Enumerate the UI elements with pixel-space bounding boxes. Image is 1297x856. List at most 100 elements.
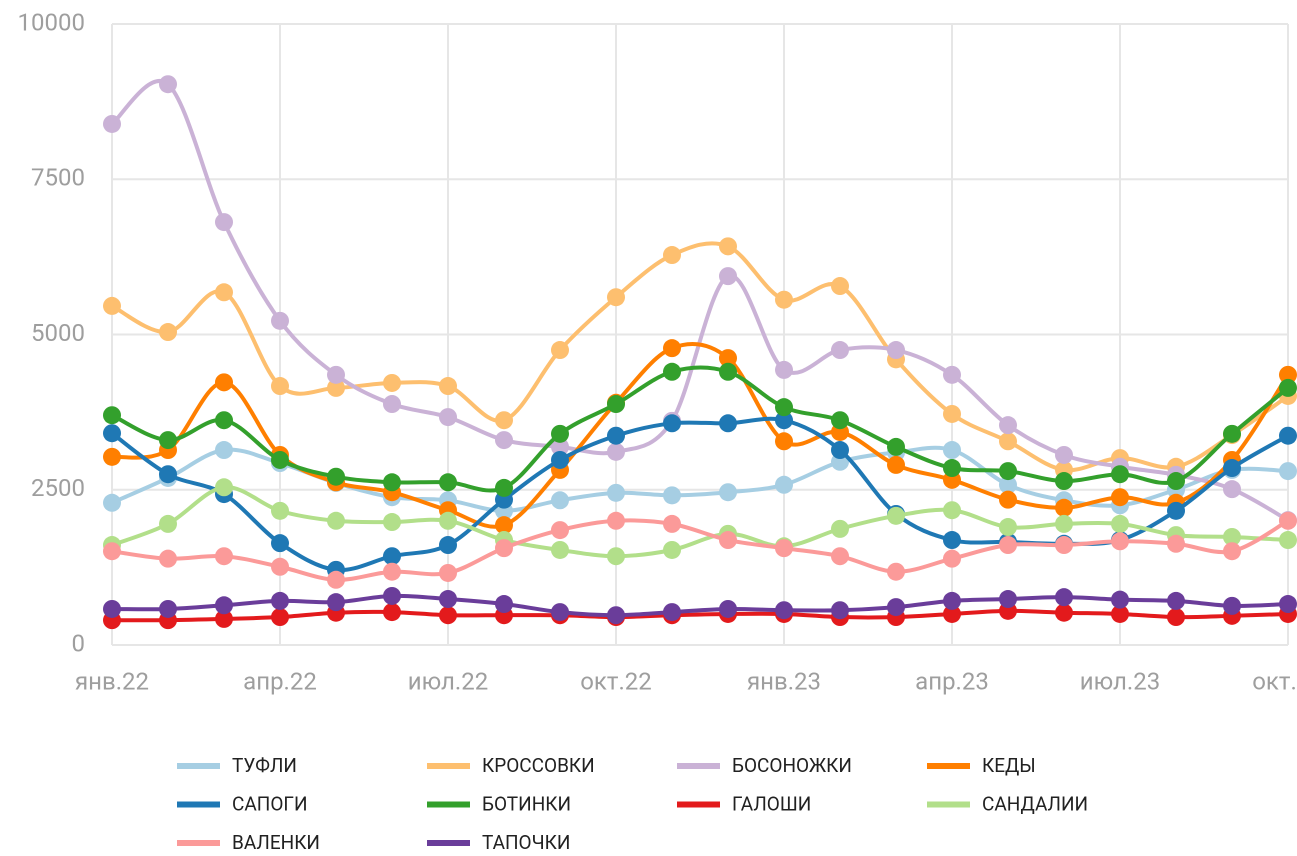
point [1167, 591, 1185, 610]
y-tick-label: 2500 [31, 474, 85, 502]
point [719, 237, 737, 256]
point [551, 424, 569, 443]
point [831, 341, 849, 360]
point [215, 609, 233, 628]
point [887, 506, 905, 525]
point [999, 475, 1017, 494]
point [1111, 514, 1129, 533]
line [111, 485, 1289, 559]
point [775, 411, 793, 430]
point [663, 486, 681, 505]
point [551, 540, 569, 559]
point [887, 562, 905, 581]
point [103, 406, 121, 425]
point [943, 531, 961, 550]
x-tick-label: окт.23 [1252, 667, 1297, 695]
x-tick-label: апр.22 [243, 667, 317, 695]
point [1279, 378, 1297, 397]
series [103, 237, 1297, 479]
point [383, 373, 401, 392]
y-tick-label: 5000 [31, 319, 85, 347]
point [943, 365, 961, 384]
point [495, 411, 513, 430]
point [1111, 465, 1129, 484]
point [103, 424, 121, 443]
point [271, 377, 289, 396]
point [103, 542, 121, 561]
point [1279, 365, 1297, 384]
point [159, 431, 177, 450]
point [1279, 531, 1297, 550]
point [607, 288, 625, 307]
point [831, 547, 849, 566]
point [663, 414, 681, 433]
point [439, 408, 457, 427]
point [1223, 459, 1241, 478]
point [663, 362, 681, 381]
point [943, 549, 961, 568]
point [1279, 511, 1297, 530]
point [327, 378, 345, 397]
x-tick-label: апр.23 [915, 667, 989, 695]
point [999, 490, 1017, 509]
point [999, 416, 1017, 435]
point [271, 311, 289, 330]
point [887, 437, 905, 456]
point [215, 547, 233, 566]
point [159, 599, 177, 618]
point [943, 404, 961, 423]
point [1055, 445, 1073, 464]
point [271, 501, 289, 520]
point [271, 591, 289, 610]
point [719, 599, 737, 618]
point [159, 323, 177, 342]
x-tick-label: янв.23 [747, 667, 821, 695]
point [1111, 590, 1129, 609]
point [271, 534, 289, 553]
point [887, 341, 905, 360]
point [663, 514, 681, 533]
x-tick-label: июл.22 [408, 667, 488, 695]
point [1055, 514, 1073, 533]
point [383, 513, 401, 532]
point [943, 441, 961, 460]
point [1111, 488, 1129, 507]
x-tick-label: янв.22 [75, 667, 149, 695]
line [111, 593, 1289, 618]
point [103, 296, 121, 315]
point [271, 608, 289, 627]
point [439, 377, 457, 396]
legend-label: ВАЛЕНКИ [232, 831, 320, 854]
point [439, 590, 457, 609]
point [327, 467, 345, 486]
point [775, 601, 793, 620]
point [607, 606, 625, 625]
point [103, 447, 121, 466]
point [607, 547, 625, 566]
y-tick-label: 10000 [18, 8, 85, 36]
point [159, 465, 177, 484]
point [271, 557, 289, 576]
point [551, 521, 569, 540]
series [103, 511, 1297, 589]
point [1055, 603, 1073, 622]
point [551, 437, 569, 456]
line [111, 365, 1290, 493]
point [383, 603, 401, 622]
point [495, 431, 513, 450]
point [719, 362, 737, 381]
legend-label: БОСОНОЖКИ [732, 754, 852, 777]
point [663, 603, 681, 622]
point [103, 114, 121, 133]
point [1055, 498, 1073, 517]
point [495, 516, 513, 535]
point [439, 606, 457, 625]
x-tick-label: окт.22 [580, 667, 652, 695]
point [775, 475, 793, 494]
point [663, 246, 681, 265]
point [327, 570, 345, 589]
point [1111, 604, 1129, 623]
line [111, 241, 1290, 473]
point [831, 519, 849, 538]
point [999, 518, 1017, 537]
